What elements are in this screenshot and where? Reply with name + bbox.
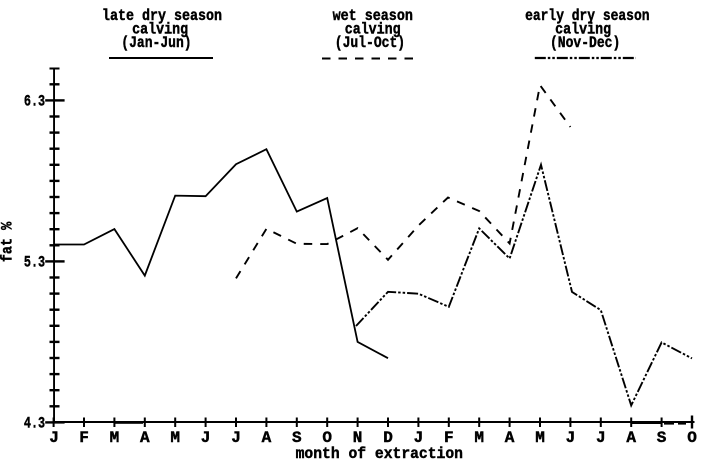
svg-text:(Jul-Oct): (Jul-Oct) xyxy=(335,34,405,52)
svg-text:M: M xyxy=(110,429,120,447)
svg-text:J: J xyxy=(566,429,576,447)
svg-text:J: J xyxy=(201,429,211,447)
svg-text:6.3: 6.3 xyxy=(24,93,45,111)
svg-text:calving: calving xyxy=(555,21,611,39)
svg-text:4.3: 4.3 xyxy=(24,415,45,433)
svg-text:A: A xyxy=(505,429,515,447)
svg-text:calving: calving xyxy=(132,21,188,39)
svg-text:month of extraction: month of extraction xyxy=(296,445,463,463)
svg-text:J: J xyxy=(596,429,606,447)
svg-text:D: D xyxy=(383,429,393,447)
svg-text:O: O xyxy=(322,429,332,447)
svg-text:S: S xyxy=(292,429,302,447)
svg-text:A: A xyxy=(140,429,150,447)
svg-text:fat %: fat % xyxy=(0,222,17,263)
svg-text:N: N xyxy=(353,429,363,447)
svg-text:J: J xyxy=(49,429,59,447)
svg-text:late dry season: late dry season xyxy=(102,7,222,25)
svg-text:F: F xyxy=(79,429,89,447)
svg-text:M: M xyxy=(170,429,180,447)
svg-text:(Jan-Jun): (Jan-Jun) xyxy=(121,34,191,52)
svg-text:S: S xyxy=(657,429,667,447)
svg-text:5.3: 5.3 xyxy=(24,254,45,272)
svg-text:F: F xyxy=(444,429,454,447)
svg-text:M: M xyxy=(474,429,484,447)
svg-text:wet season: wet season xyxy=(333,7,413,25)
svg-text:O: O xyxy=(687,429,697,447)
svg-text:(Nov-Dec): (Nov-Dec) xyxy=(550,34,620,52)
svg-text:calving: calving xyxy=(345,21,401,39)
svg-text:J: J xyxy=(231,429,241,447)
svg-text:J: J xyxy=(414,429,424,447)
svg-text:A: A xyxy=(262,429,272,447)
svg-text:M: M xyxy=(535,429,545,447)
svg-text:A: A xyxy=(626,429,636,447)
svg-text:early dry season: early dry season xyxy=(525,7,649,25)
